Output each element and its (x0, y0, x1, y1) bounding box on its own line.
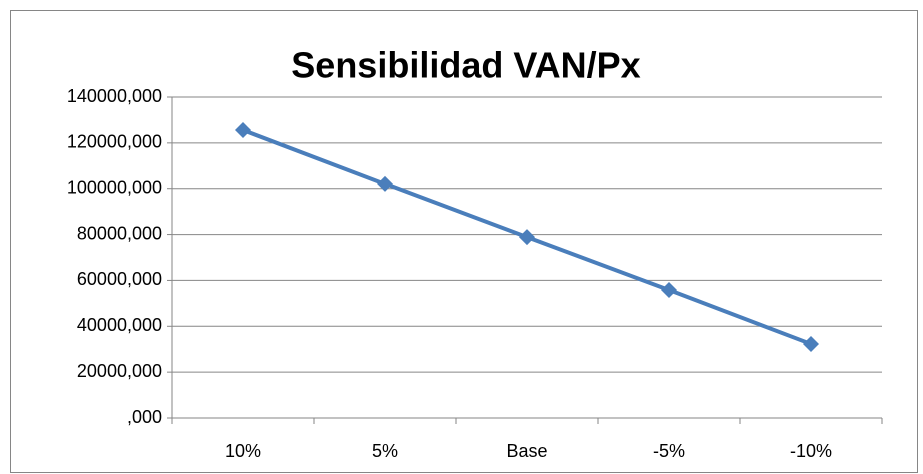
x-tick-label: 10% (225, 441, 261, 461)
data-point (235, 122, 251, 139)
y-tick-label: 100000,000 (67, 177, 162, 197)
x-tick-label: 5% (372, 441, 398, 461)
data-point (377, 175, 393, 192)
data-point (661, 282, 677, 299)
x-tick-label: -10% (790, 441, 832, 461)
y-tick-label: ,000 (127, 407, 162, 427)
data-point (803, 335, 819, 352)
y-tick-label: 40000,000 (77, 315, 162, 335)
y-tick-label: 140000,000 (67, 86, 162, 106)
y-tick-label: 60000,000 (77, 269, 162, 289)
chart-border (10, 10, 918, 473)
y-tick-label: 80000,000 (77, 223, 162, 243)
x-tick-label: -5% (653, 441, 685, 461)
x-tick-label: Base (506, 441, 547, 461)
y-tick-label: 20000,000 (77, 361, 162, 381)
chart-title: Sensibilidad VAN/Px (291, 45, 640, 86)
data-point (519, 229, 535, 246)
y-tick-label: 120000,000 (67, 132, 162, 152)
